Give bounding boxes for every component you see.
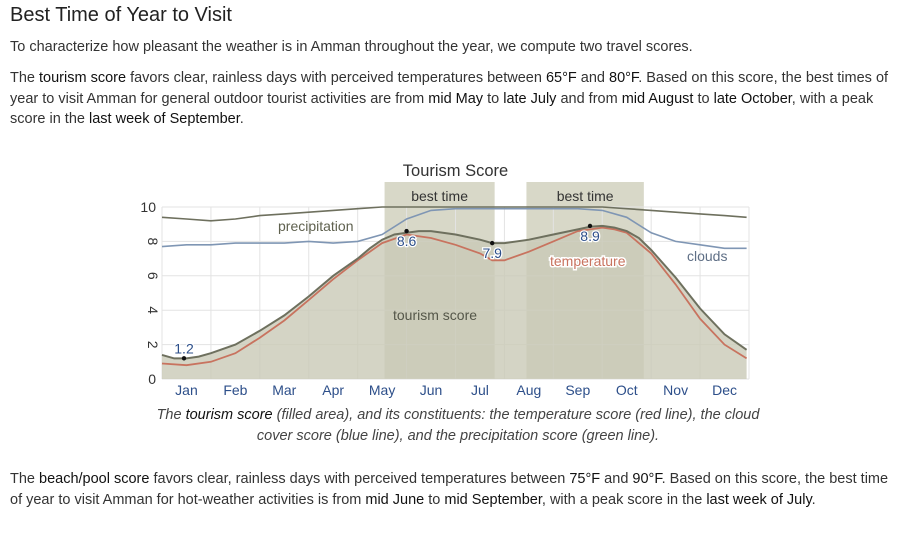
y-tick-label: 4: [145, 306, 161, 314]
text-segment: and from: [556, 90, 622, 107]
month-label: Feb: [223, 382, 247, 398]
beach-paragraph: The beach/pool score favors clear, rainl…: [10, 469, 895, 510]
month-label: Apr: [322, 382, 344, 398]
chart-caption: The tourism score (filled area), and its…: [148, 405, 768, 447]
highlight-temp-high: 90°F: [632, 471, 662, 487]
month-label: Oct: [616, 382, 638, 398]
peak-point: [489, 240, 495, 246]
highlight-start-2: mid August: [621, 90, 694, 107]
month-label: Mar: [272, 382, 296, 398]
peak-point: [587, 223, 593, 229]
y-tick-label: 10: [140, 199, 156, 215]
value-annotation: 8.6: [397, 233, 417, 249]
text-segment: to: [693, 90, 714, 107]
highlight-end: mid September: [444, 491, 542, 508]
text-segment: The: [156, 407, 186, 423]
month-label: Aug: [516, 382, 541, 398]
highlight-start: mid June: [365, 491, 425, 508]
month-label: Sep: [565, 382, 590, 398]
intro-paragraph: To characterize how pleasant the weather…: [10, 39, 693, 55]
precipitation-label: precipitation: [278, 218, 354, 234]
tourism-score-line: [161, 224, 748, 360]
text-segment: and: [600, 471, 633, 487]
best-time-label: best time: [557, 188, 614, 204]
text-segment: The: [10, 70, 40, 86]
month-label: May: [369, 382, 395, 398]
text-segment: favors clear, rainless days with perceiv…: [126, 70, 546, 86]
text-segment: , with a peak score in the: [10, 90, 874, 128]
best-time-label: best time: [411, 188, 468, 204]
month-label: Dec: [712, 382, 737, 398]
y-tick-label: 8: [145, 238, 161, 246]
tourism-paragraph: The tourism score favors clear, rainless…: [10, 68, 895, 130]
value-annotation: 7.9: [482, 245, 502, 261]
text-segment: to: [483, 90, 504, 107]
text-segment: favors clear, rainless days with perceiv…: [149, 471, 570, 487]
highlight-beach-score: beach/pool score: [39, 471, 150, 487]
peak-point: [404, 228, 409, 234]
highlight-temp-high: 80°F: [609, 70, 639, 86]
month-label: Jul: [471, 382, 489, 398]
highlight-end-2: late October: [713, 90, 792, 107]
y-tick-label: 2: [145, 341, 161, 349]
highlight-temp-low: 75°F: [569, 471, 601, 487]
precipitation-line: [161, 206, 747, 222]
text-segment: .: [811, 491, 816, 508]
text-segment: , with a peak score in the: [541, 491, 707, 508]
y-tick-label: 0: [148, 371, 156, 387]
highlight-temp-low: 65°F: [545, 70, 577, 86]
clouds-label: clouds: [687, 248, 727, 264]
chart-title: Tourism Score: [403, 162, 508, 180]
highlight-tourism-score: tourism score: [39, 70, 127, 86]
month-label: Nov: [663, 382, 688, 398]
text-segment: (filled area), and its constituents: the…: [256, 407, 760, 444]
peak-point: [181, 356, 187, 361]
highlight-peak: last week of July: [706, 491, 812, 508]
tourism-score-chart: Tourism Score best time best time 0 2 4 6 8 10 pr…: [140, 162, 750, 398]
y-tick-label: 6: [145, 272, 161, 280]
clouds-line: [161, 207, 747, 250]
highlight-end-1: late July: [503, 90, 557, 107]
tourism-label: tourism score: [393, 307, 477, 323]
temperature-label: temperature: [550, 253, 626, 269]
text-segment: and: [576, 70, 609, 86]
temperature-line: [161, 226, 748, 367]
page-title: Best Time of Year to Visit: [10, 4, 232, 26]
tourism-score-area: [162, 225, 747, 379]
highlight-start-1: mid May: [428, 90, 484, 107]
text-segment: .: [239, 111, 244, 127]
text-segment: to: [424, 491, 445, 508]
value-annotation: 8.9: [580, 228, 600, 244]
highlight-peak: last week of September: [89, 111, 240, 127]
value-annotation: 1.2: [174, 340, 194, 356]
text-segment: The: [10, 471, 40, 487]
month-label: Jan: [175, 382, 198, 398]
month-label: Jun: [420, 382, 443, 398]
text-segment: . Based on this score, the best time of …: [10, 471, 889, 508]
caption-highlight: tourism score: [185, 407, 273, 423]
text-segment: . Based on this score, the best times of…: [10, 70, 889, 107]
